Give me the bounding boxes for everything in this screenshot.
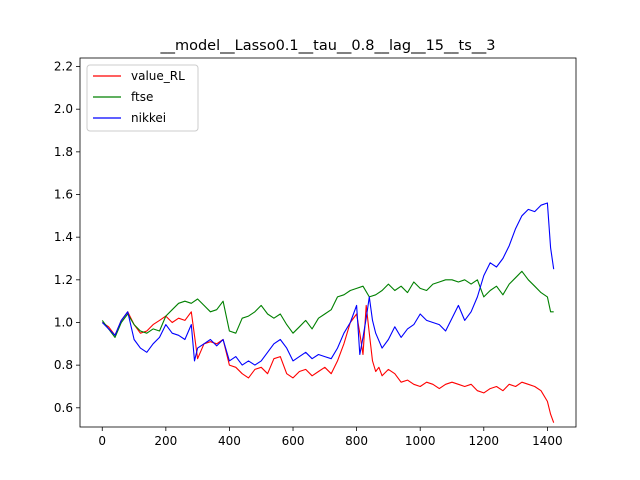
plot-frame — [79, 57, 577, 428]
x-tick-label: 600 — [282, 434, 305, 448]
x-tick-label: 200 — [154, 434, 177, 448]
y-tick-label: 1.2 — [54, 273, 73, 287]
y-tick-label: 1.8 — [54, 145, 73, 159]
legend-label-value_RL: value_RL — [131, 69, 185, 83]
y-tick-label: 2.2 — [54, 60, 73, 74]
legend-box — [86, 64, 199, 132]
series-line-value_RL — [101, 304, 555, 423]
y-tick-label: 1.0 — [54, 315, 73, 329]
y-tick-label: 2.0 — [54, 102, 73, 116]
x-tick-label: 1400 — [532, 434, 563, 448]
y-axis: 0.6 0.8 1.0 1.2 1.4 1.6 1.8 2.0 2.2 — [54, 60, 80, 415]
x-tick-label: 0 — [98, 434, 106, 448]
x-tick-label: 800 — [345, 434, 368, 448]
y-tick-label: 1.6 — [54, 188, 73, 202]
chart-title: __model__Lasso0.1__tau__0.8__lag__15__ts… — [159, 38, 495, 54]
series-line-ftse — [101, 270, 554, 338]
x-axis: 0 200 400 600 800 1000 1200 1400 — [98, 427, 563, 448]
legend-label-ftse: ftse — [131, 90, 153, 104]
legend-label-nikkei: nikkei — [131, 111, 166, 125]
x-tick-label: 1200 — [469, 434, 500, 448]
series-line-nikkei — [101, 202, 555, 366]
y-tick-label: 0.8 — [54, 358, 73, 372]
y-tick-label: 0.6 — [54, 401, 73, 415]
x-tick-label: 400 — [218, 434, 241, 448]
series-layer — [101, 202, 555, 423]
x-tick-label: 1000 — [405, 434, 436, 448]
y-tick-label: 1.4 — [54, 230, 73, 244]
